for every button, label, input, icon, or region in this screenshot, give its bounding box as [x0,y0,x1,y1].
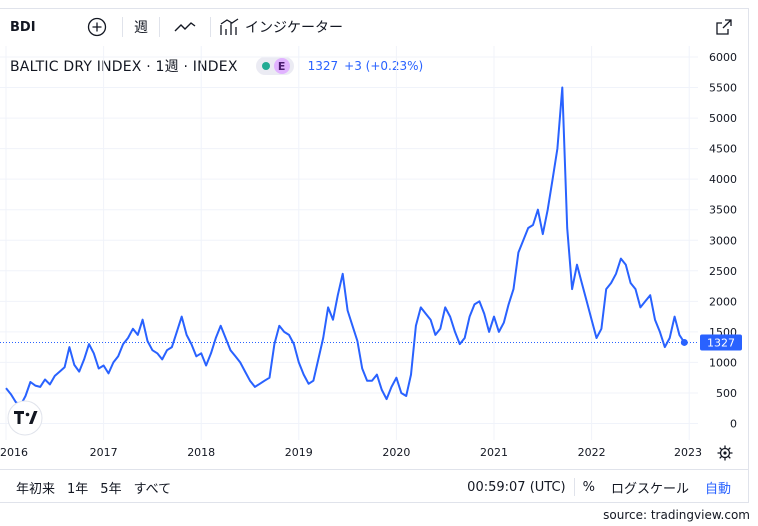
x-tick-label: 2022 [578,446,606,459]
symbol-name[interactable]: BDI [10,19,36,35]
bdi-line-series [5,86,686,407]
last-point-marker [680,338,688,346]
bottom-toolbar: 年初来 1年 5年 すべて 00:59:07 (UTC) % ログスケール 自動 [0,469,749,504]
x-tick-label: 2021 [480,446,508,459]
interval-button[interactable]: 週 [134,20,148,36]
y-tick-label: 500 [716,387,737,400]
range-button-2[interactable]: 5年 [100,481,122,497]
y-tick-label: 5000 [709,112,737,125]
legend-title: BALTIC DRY INDEX · 1週 · INDEX [10,59,238,75]
legend-price: 1327 [307,59,339,73]
price-axis[interactable]: 6000550050004500400035003000250020001500… [709,51,737,431]
last-price-label: 1327 [700,334,742,351]
range-button-1[interactable]: 1年 [67,481,89,497]
tradingview-logo-icon [14,411,38,424]
y-tick-label: 6000 [709,51,737,64]
bottom-divider [573,478,575,496]
y-tick-label: 5500 [709,82,737,95]
price-chart[interactable]: 6000550050004500400035003000250020001500… [0,46,749,469]
market-status-icon [261,62,270,70]
time-axis[interactable]: 2016 2017 2018 2019 2020 2021 2022 2023 [0,446,702,459]
y-tick-label: 0 [730,418,737,431]
toolbar-divider [122,17,123,37]
y-tick-label: 2500 [709,265,737,278]
toolbar-divider [159,17,160,37]
y-tick-label: 3500 [709,204,737,217]
legend-change: +3 (+0.23%) [344,59,424,73]
y-tick-label: 4500 [709,143,737,156]
external-link-icon [716,19,732,35]
y-tick-label: 3000 [709,234,737,247]
x-tick-label: 2019 [285,446,313,459]
x-tick-label: 2023 [674,446,702,459]
range-button-0[interactable]: 年初来 [16,481,56,497]
source-credit: source: tradingview.com [603,508,750,522]
x-tick-label: 2017 [90,446,118,459]
svg-text:1327: 1327 [707,336,735,349]
gear-icon [717,445,733,461]
toolbar-divider [210,17,211,37]
date-range-selector: 年初来 1年 5年 すべて [10,474,177,501]
percent-scale-button[interactable]: % [582,479,595,495]
x-tick-label: 2016 [0,446,28,459]
top-toolbar: BDI 週 インジケーター [0,8,749,46]
line-chart-icon [174,22,196,32]
open-fullscreen-button[interactable] [709,12,739,42]
clock-timezone[interactable]: 00:59:07 (UTC) [467,479,566,495]
chart-legend: BALTIC DRY INDEX · 1週 · INDEX E 1327 +3 … [10,56,423,76]
chart-type-button[interactable] [168,12,202,42]
auto-scale-button[interactable]: 自動 [704,481,731,497]
chart-grid [0,46,698,440]
log-scale-button[interactable]: ログスケール [610,481,689,497]
indicators-icon [220,18,239,35]
tradingview-logo-button[interactable] [7,400,43,436]
exchange-e-badge: E [273,58,290,74]
y-tick-label: 4000 [709,173,737,186]
plus-circle-icon [87,17,107,37]
add-symbol-button[interactable] [80,12,114,42]
x-tick-label: 2018 [187,446,215,459]
x-tick-label: 2020 [382,446,410,459]
y-tick-label: 2000 [709,295,737,308]
bottom-right-controls: 00:59:07 (UTC) % ログスケール 自動 [459,470,739,504]
chart-widget [0,8,749,503]
indicators-button[interactable]: インジケーター [219,12,349,42]
y-tick-label: 1000 [709,356,737,369]
indicators-label: インジケーター [245,20,343,36]
range-button-3[interactable]: すべて [133,481,172,497]
exchange-badge[interactable]: E [255,57,294,75]
chart-settings-button[interactable] [717,445,733,461]
